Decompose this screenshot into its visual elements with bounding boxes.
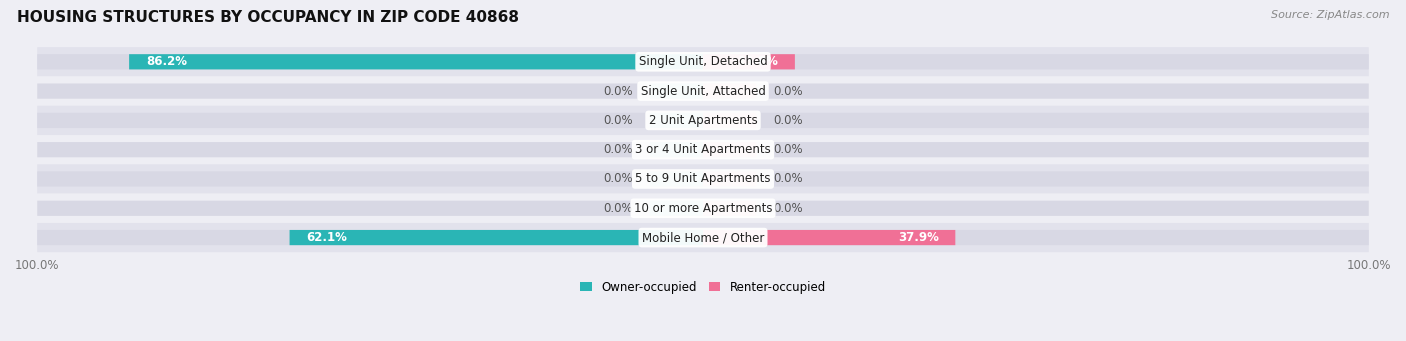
- FancyBboxPatch shape: [650, 172, 703, 187]
- Text: 0.0%: 0.0%: [603, 202, 633, 215]
- FancyBboxPatch shape: [703, 142, 1369, 157]
- FancyBboxPatch shape: [703, 113, 1369, 128]
- FancyBboxPatch shape: [703, 201, 1369, 216]
- FancyBboxPatch shape: [290, 230, 703, 245]
- FancyBboxPatch shape: [37, 223, 1369, 252]
- FancyBboxPatch shape: [37, 54, 703, 70]
- FancyBboxPatch shape: [37, 194, 1369, 223]
- Text: 0.0%: 0.0%: [603, 85, 633, 98]
- FancyBboxPatch shape: [37, 142, 703, 157]
- FancyBboxPatch shape: [703, 113, 756, 128]
- FancyBboxPatch shape: [37, 164, 1369, 194]
- Text: 3 or 4 Unit Apartments: 3 or 4 Unit Apartments: [636, 143, 770, 156]
- FancyBboxPatch shape: [703, 172, 756, 187]
- Text: Mobile Home / Other: Mobile Home / Other: [641, 231, 765, 244]
- FancyBboxPatch shape: [37, 135, 1369, 164]
- Text: 0.0%: 0.0%: [773, 173, 803, 186]
- FancyBboxPatch shape: [703, 54, 1369, 70]
- FancyBboxPatch shape: [703, 142, 756, 157]
- Text: 2 Unit Apartments: 2 Unit Apartments: [648, 114, 758, 127]
- FancyBboxPatch shape: [37, 76, 1369, 106]
- Text: 37.9%: 37.9%: [898, 231, 939, 244]
- FancyBboxPatch shape: [650, 201, 703, 216]
- Text: 0.0%: 0.0%: [603, 143, 633, 156]
- FancyBboxPatch shape: [703, 54, 794, 70]
- FancyBboxPatch shape: [37, 230, 703, 245]
- FancyBboxPatch shape: [703, 230, 955, 245]
- FancyBboxPatch shape: [37, 172, 703, 187]
- FancyBboxPatch shape: [37, 201, 703, 216]
- Text: Single Unit, Detached: Single Unit, Detached: [638, 55, 768, 68]
- FancyBboxPatch shape: [703, 201, 756, 216]
- FancyBboxPatch shape: [37, 113, 703, 128]
- Text: 5 to 9 Unit Apartments: 5 to 9 Unit Apartments: [636, 173, 770, 186]
- Text: 0.0%: 0.0%: [773, 85, 803, 98]
- FancyBboxPatch shape: [650, 142, 703, 157]
- Text: 0.0%: 0.0%: [773, 114, 803, 127]
- Legend: Owner-occupied, Renter-occupied: Owner-occupied, Renter-occupied: [579, 281, 827, 294]
- FancyBboxPatch shape: [703, 84, 756, 99]
- Text: Single Unit, Attached: Single Unit, Attached: [641, 85, 765, 98]
- FancyBboxPatch shape: [703, 172, 1369, 187]
- Text: 0.0%: 0.0%: [603, 173, 633, 186]
- FancyBboxPatch shape: [129, 54, 703, 70]
- Text: 86.2%: 86.2%: [146, 55, 187, 68]
- Text: 0.0%: 0.0%: [773, 202, 803, 215]
- Text: 13.8%: 13.8%: [737, 55, 779, 68]
- FancyBboxPatch shape: [650, 113, 703, 128]
- Text: Source: ZipAtlas.com: Source: ZipAtlas.com: [1271, 10, 1389, 20]
- FancyBboxPatch shape: [650, 84, 703, 99]
- Text: 62.1%: 62.1%: [307, 231, 347, 244]
- FancyBboxPatch shape: [703, 84, 1369, 99]
- Text: 10 or more Apartments: 10 or more Apartments: [634, 202, 772, 215]
- Text: HOUSING STRUCTURES BY OCCUPANCY IN ZIP CODE 40868: HOUSING STRUCTURES BY OCCUPANCY IN ZIP C…: [17, 10, 519, 25]
- Text: 0.0%: 0.0%: [603, 114, 633, 127]
- FancyBboxPatch shape: [37, 106, 1369, 135]
- FancyBboxPatch shape: [703, 230, 1369, 245]
- FancyBboxPatch shape: [37, 84, 703, 99]
- Text: 0.0%: 0.0%: [773, 143, 803, 156]
- FancyBboxPatch shape: [37, 47, 1369, 76]
